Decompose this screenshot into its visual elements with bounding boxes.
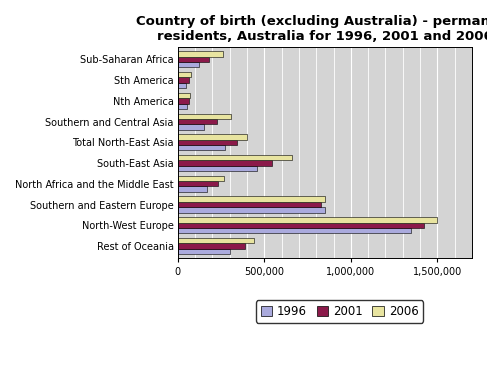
Bar: [178, 145, 225, 150]
Bar: [178, 197, 325, 202]
Bar: [178, 134, 247, 140]
Bar: [178, 243, 245, 249]
Bar: [178, 113, 230, 119]
Bar: [178, 223, 424, 228]
Bar: [178, 207, 325, 213]
Bar: [178, 202, 321, 207]
Bar: [178, 160, 272, 166]
Bar: [178, 78, 189, 83]
Bar: [178, 51, 223, 57]
Title: Country of birth (excluding Australia) - permanent
residents, Australia for 1996: Country of birth (excluding Australia) -…: [136, 15, 487, 43]
Bar: [178, 186, 207, 192]
Bar: [178, 62, 199, 68]
Bar: [178, 238, 254, 243]
Bar: [178, 57, 209, 62]
Bar: [178, 181, 218, 186]
Bar: [178, 217, 437, 223]
Bar: [178, 140, 237, 145]
Bar: [178, 176, 224, 181]
Bar: [178, 155, 292, 160]
Bar: [178, 72, 191, 78]
Bar: [178, 83, 187, 88]
Bar: [178, 249, 230, 254]
Bar: [178, 166, 258, 171]
Bar: [178, 98, 188, 104]
Bar: [178, 124, 204, 130]
Bar: [178, 228, 412, 233]
Bar: [178, 119, 217, 124]
Bar: [178, 93, 190, 98]
Bar: [178, 104, 187, 109]
Legend: 1996, 2001, 2006: 1996, 2001, 2006: [256, 300, 423, 323]
